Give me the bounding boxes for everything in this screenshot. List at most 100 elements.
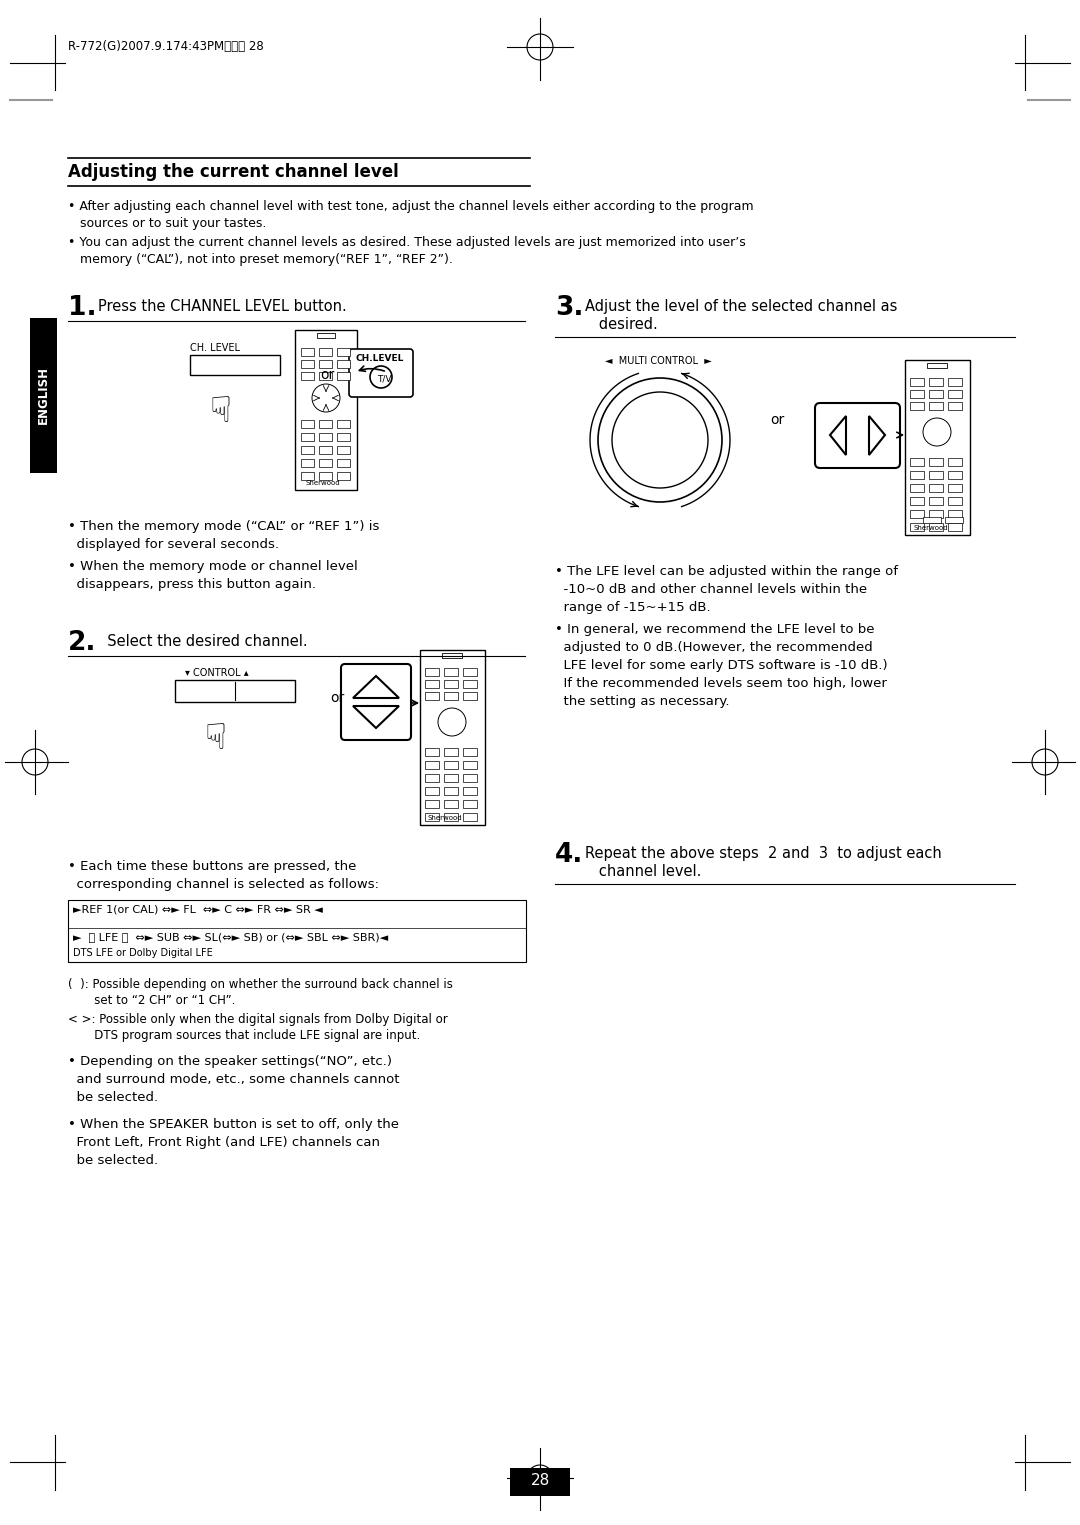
Text: and surround mode, etc., some channels cannot: and surround mode, etc., some channels c…	[68, 1074, 400, 1086]
Polygon shape	[353, 706, 399, 727]
Bar	[948, 497, 962, 505]
Text: be selected.: be selected.	[68, 1154, 158, 1167]
Bar	[318, 332, 335, 339]
Text: • Depending on the speaker settings(“NO”, etc.): • Depending on the speaker settings(“NO”…	[68, 1055, 392, 1068]
Bar	[426, 761, 438, 769]
Bar	[463, 692, 477, 700]
Bar	[948, 523, 962, 531]
FancyBboxPatch shape	[341, 663, 411, 740]
Bar	[463, 668, 477, 676]
Text: sources or to suit your tastes.: sources or to suit your tastes.	[68, 217, 267, 230]
Text: • When the SPEAKER button is set to off, only the: • When the SPEAKER button is set to off,…	[68, 1118, 399, 1132]
Text: < >: Possible only when the digital signals from Dolby Digital or: < >: Possible only when the digital sign…	[68, 1013, 448, 1026]
Circle shape	[923, 418, 951, 445]
Text: displayed for several seconds.: displayed for several seconds.	[68, 538, 279, 551]
Bar	[910, 483, 924, 493]
Text: or: or	[330, 691, 345, 705]
Text: set to “2 CH” or “1 CH”.: set to “2 CH” or “1 CH”.	[68, 994, 235, 1007]
Bar	[444, 692, 458, 700]
Bar	[929, 378, 943, 386]
Bar	[948, 509, 962, 518]
Bar	[444, 801, 458, 808]
Bar	[337, 419, 350, 429]
Bar	[301, 433, 314, 441]
Text: 28: 28	[530, 1473, 550, 1488]
Text: Press the CHANNEL LEVEL button.: Press the CHANNEL LEVEL button.	[98, 299, 347, 314]
Circle shape	[598, 378, 723, 502]
Bar	[319, 445, 332, 454]
Bar	[337, 445, 350, 454]
Bar	[510, 1469, 570, 1496]
Text: DTS LFE or Dolby Digital LFE: DTS LFE or Dolby Digital LFE	[73, 949, 213, 958]
Text: 3.: 3.	[555, 294, 583, 320]
Text: • When the memory mode or channel level: • When the memory mode or channel level	[68, 560, 357, 573]
Bar	[301, 419, 314, 429]
Bar	[444, 668, 458, 676]
Bar	[301, 360, 314, 368]
Polygon shape	[869, 416, 885, 454]
Bar	[463, 787, 477, 795]
Text: or: or	[770, 413, 784, 427]
Bar	[444, 813, 458, 820]
Text: or: or	[320, 368, 334, 381]
Bar	[910, 471, 924, 479]
Bar	[426, 680, 438, 688]
Bar	[319, 360, 332, 368]
Bar	[442, 653, 462, 657]
Text: Repeat the above steps  2 and  3  to adjust each: Repeat the above steps 2 and 3 to adjust…	[585, 846, 942, 862]
Text: channel level.: channel level.	[585, 865, 701, 878]
Text: ◄  MULTI CONTROL  ►: ◄ MULTI CONTROL ►	[605, 355, 712, 366]
Bar	[463, 680, 477, 688]
Bar	[319, 473, 332, 480]
Bar	[929, 523, 943, 531]
Text: CH.LEVEL: CH.LEVEL	[356, 354, 404, 363]
Bar	[929, 458, 943, 467]
Text: be selected.: be selected.	[68, 1090, 158, 1104]
FancyBboxPatch shape	[815, 403, 900, 468]
Bar	[910, 523, 924, 531]
Bar	[426, 801, 438, 808]
Bar	[444, 747, 458, 756]
Bar	[948, 483, 962, 493]
Bar	[175, 680, 295, 702]
Bar	[910, 390, 924, 398]
Text: ►REF 1(or CAL) ⇔► FL  ⇔► C ⇔► FR ⇔► SR ◄: ►REF 1(or CAL) ⇔► FL ⇔► C ⇔► FR ⇔► SR ◄	[73, 904, 323, 915]
Bar	[910, 497, 924, 505]
Polygon shape	[353, 676, 399, 698]
Text: corresponding channel is selected as follows:: corresponding channel is selected as fol…	[68, 878, 379, 891]
Text: • Each time these buttons are pressed, the: • Each time these buttons are pressed, t…	[68, 860, 356, 872]
Bar	[426, 747, 438, 756]
Text: 2.: 2.	[68, 630, 96, 656]
Text: Front Left, Front Right (and LFE) channels can: Front Left, Front Right (and LFE) channe…	[68, 1136, 380, 1148]
Text: ▾ CONTROL ▴: ▾ CONTROL ▴	[185, 668, 248, 679]
Text: DTS program sources that include LFE signal are input.: DTS program sources that include LFE sig…	[68, 1029, 420, 1042]
Text: range of -15~+15 dB.: range of -15~+15 dB.	[555, 601, 711, 615]
Bar	[929, 471, 943, 479]
Bar	[929, 390, 943, 398]
Bar	[948, 390, 962, 398]
Circle shape	[370, 366, 392, 387]
Bar	[948, 458, 962, 467]
Text: (  ): Possible depending on whether the surround back channel is: ( ): Possible depending on whether the s…	[68, 978, 453, 991]
Text: the setting as necessary.: the setting as necessary.	[555, 695, 729, 708]
Bar	[319, 433, 332, 441]
Text: adjusted to 0 dB.(However, the recommended: adjusted to 0 dB.(However, the recommend…	[555, 640, 873, 654]
Bar	[929, 403, 943, 410]
Bar	[337, 473, 350, 480]
Bar	[463, 775, 477, 782]
Bar	[337, 433, 350, 441]
Text: -10~0 dB and other channel levels within the: -10~0 dB and other channel levels within…	[555, 583, 867, 596]
Bar	[319, 372, 332, 380]
Text: • Then the memory mode (“CAL” or “REF 1”) is: • Then the memory mode (“CAL” or “REF 1”…	[68, 520, 379, 534]
Bar	[923, 517, 941, 523]
Text: 1.: 1.	[68, 294, 96, 320]
Text: 4.: 4.	[555, 842, 583, 868]
Bar	[444, 775, 458, 782]
Text: R-772(G)2007.9.174:43PM페이지 28: R-772(G)2007.9.174:43PM페이지 28	[68, 41, 264, 53]
Bar	[301, 473, 314, 480]
Bar	[929, 483, 943, 493]
Bar	[337, 372, 350, 380]
Text: Adjust the level of the selected channel as: Adjust the level of the selected channel…	[585, 299, 897, 314]
Text: • You can adjust the current channel levels as desired. These adjusted levels ar: • You can adjust the current channel lev…	[68, 236, 746, 249]
Bar	[319, 419, 332, 429]
